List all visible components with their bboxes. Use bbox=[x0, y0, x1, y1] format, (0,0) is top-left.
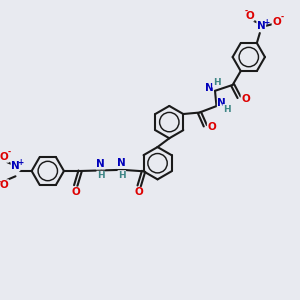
Text: O: O bbox=[241, 94, 250, 104]
Text: N: N bbox=[205, 83, 214, 93]
Text: O: O bbox=[0, 180, 9, 190]
Text: O: O bbox=[135, 188, 143, 197]
Text: N: N bbox=[257, 21, 266, 31]
Text: O: O bbox=[272, 17, 281, 27]
Text: +: + bbox=[263, 18, 270, 27]
Text: H: H bbox=[118, 171, 126, 180]
Text: H: H bbox=[223, 104, 231, 113]
Text: N: N bbox=[218, 98, 226, 108]
Text: H: H bbox=[97, 171, 104, 180]
Text: -: - bbox=[7, 148, 10, 157]
Text: +: + bbox=[18, 158, 24, 167]
Text: O: O bbox=[245, 11, 254, 21]
Text: O: O bbox=[207, 122, 216, 132]
Text: -: - bbox=[244, 7, 247, 16]
Text: O: O bbox=[71, 187, 80, 197]
Text: -: - bbox=[0, 177, 1, 186]
Text: N: N bbox=[117, 158, 126, 168]
Text: N: N bbox=[96, 159, 105, 169]
Text: O: O bbox=[0, 152, 9, 162]
Text: -: - bbox=[280, 13, 283, 22]
Text: N: N bbox=[11, 161, 20, 171]
Text: H: H bbox=[213, 78, 220, 87]
